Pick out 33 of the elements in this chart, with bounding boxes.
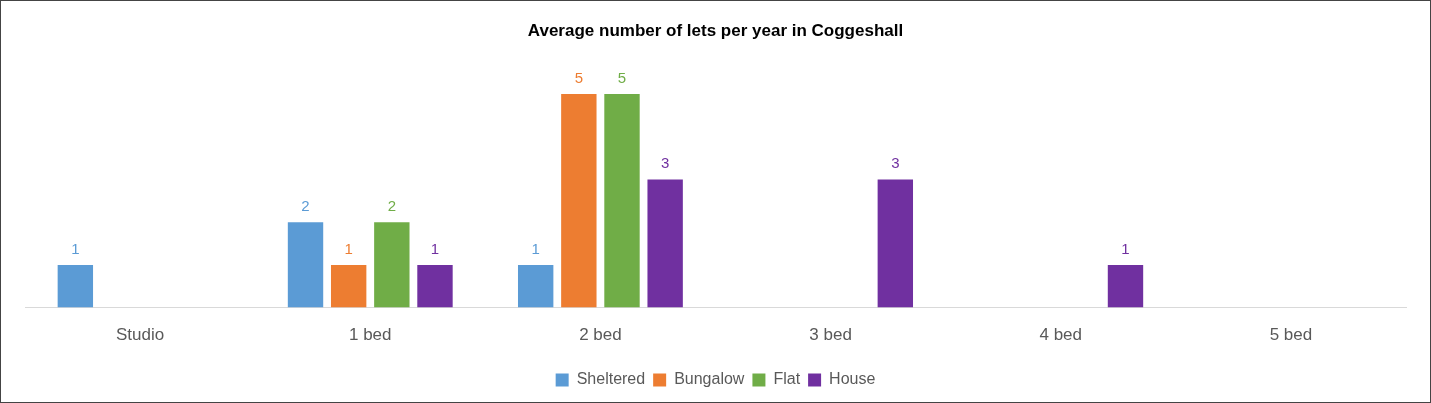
x-tick-label: 5 bed [1269, 325, 1313, 345]
x-tick-label: 3 bed [809, 325, 852, 345]
data-label: 1 [430, 239, 440, 257]
x-tick-label: 4 bed [1039, 325, 1083, 345]
bar [647, 179, 683, 308]
legend-label: Sheltered [576, 370, 646, 388]
chart-title: Average number of lets per year in Coggeshall [527, 20, 904, 40]
legend-label: Bungalow [674, 370, 745, 388]
bar [1107, 264, 1144, 308]
bar [57, 264, 94, 308]
bar [517, 264, 554, 308]
data-label: 3 [660, 154, 670, 172]
legend-label: Flat [773, 370, 801, 388]
data-label: 1 [344, 239, 353, 257]
data-label: 1 [1121, 239, 1130, 257]
bar [604, 94, 640, 308]
bar [877, 179, 914, 308]
bar [561, 94, 597, 308]
x-tick-label: Studio [115, 325, 165, 345]
data-label: 5 [574, 68, 584, 86]
bar [374, 222, 410, 308]
data-label: 5 [617, 68, 627, 86]
data-label: 3 [891, 154, 900, 172]
x-tick-label: 1 bed [348, 325, 392, 345]
legend-label: House [829, 370, 876, 388]
bar [287, 222, 324, 308]
x-tick-label: 2 bed [579, 325, 622, 345]
bar [417, 264, 453, 308]
data-label: 1 [531, 239, 540, 257]
data-label: 2 [301, 196, 310, 214]
data-label: 2 [387, 196, 396, 214]
bar [330, 264, 367, 308]
data-label: 1 [71, 239, 80, 257]
